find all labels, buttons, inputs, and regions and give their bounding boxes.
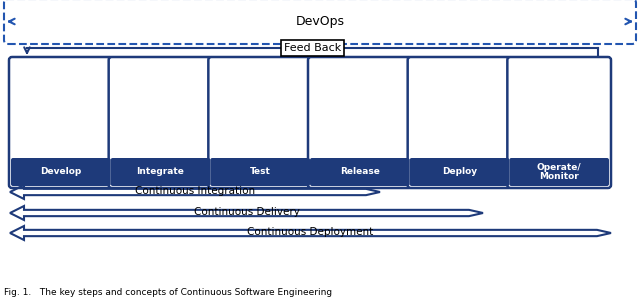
- Text: Fig. 1.   The key steps and concepts of Continuous Software Engineering: Fig. 1. The key steps and concepts of Co…: [4, 288, 332, 297]
- FancyBboxPatch shape: [111, 158, 211, 186]
- Text: Deploy: Deploy: [442, 167, 477, 177]
- Text: Feed Back: Feed Back: [284, 43, 341, 53]
- Text: Release: Release: [340, 167, 380, 177]
- Text: DevOps: DevOps: [296, 15, 344, 28]
- FancyBboxPatch shape: [209, 57, 312, 188]
- Text: Integrate: Integrate: [136, 167, 184, 177]
- FancyBboxPatch shape: [9, 57, 113, 188]
- FancyBboxPatch shape: [408, 57, 511, 188]
- FancyBboxPatch shape: [509, 158, 609, 186]
- FancyBboxPatch shape: [211, 158, 310, 186]
- FancyBboxPatch shape: [410, 158, 509, 186]
- Text: Test: Test: [250, 167, 271, 177]
- Text: Continuous Integration: Continuous Integration: [135, 186, 255, 196]
- FancyBboxPatch shape: [308, 57, 412, 188]
- Text: Operate/
Monitor: Operate/ Monitor: [537, 163, 582, 181]
- Text: Continuous Deployment: Continuous Deployment: [248, 227, 374, 237]
- Text: Develop: Develop: [40, 167, 81, 177]
- FancyBboxPatch shape: [109, 57, 212, 188]
- Text: Continuous Delivery: Continuous Delivery: [193, 207, 300, 217]
- FancyBboxPatch shape: [11, 158, 111, 186]
- FancyBboxPatch shape: [310, 158, 410, 186]
- FancyBboxPatch shape: [508, 57, 611, 188]
